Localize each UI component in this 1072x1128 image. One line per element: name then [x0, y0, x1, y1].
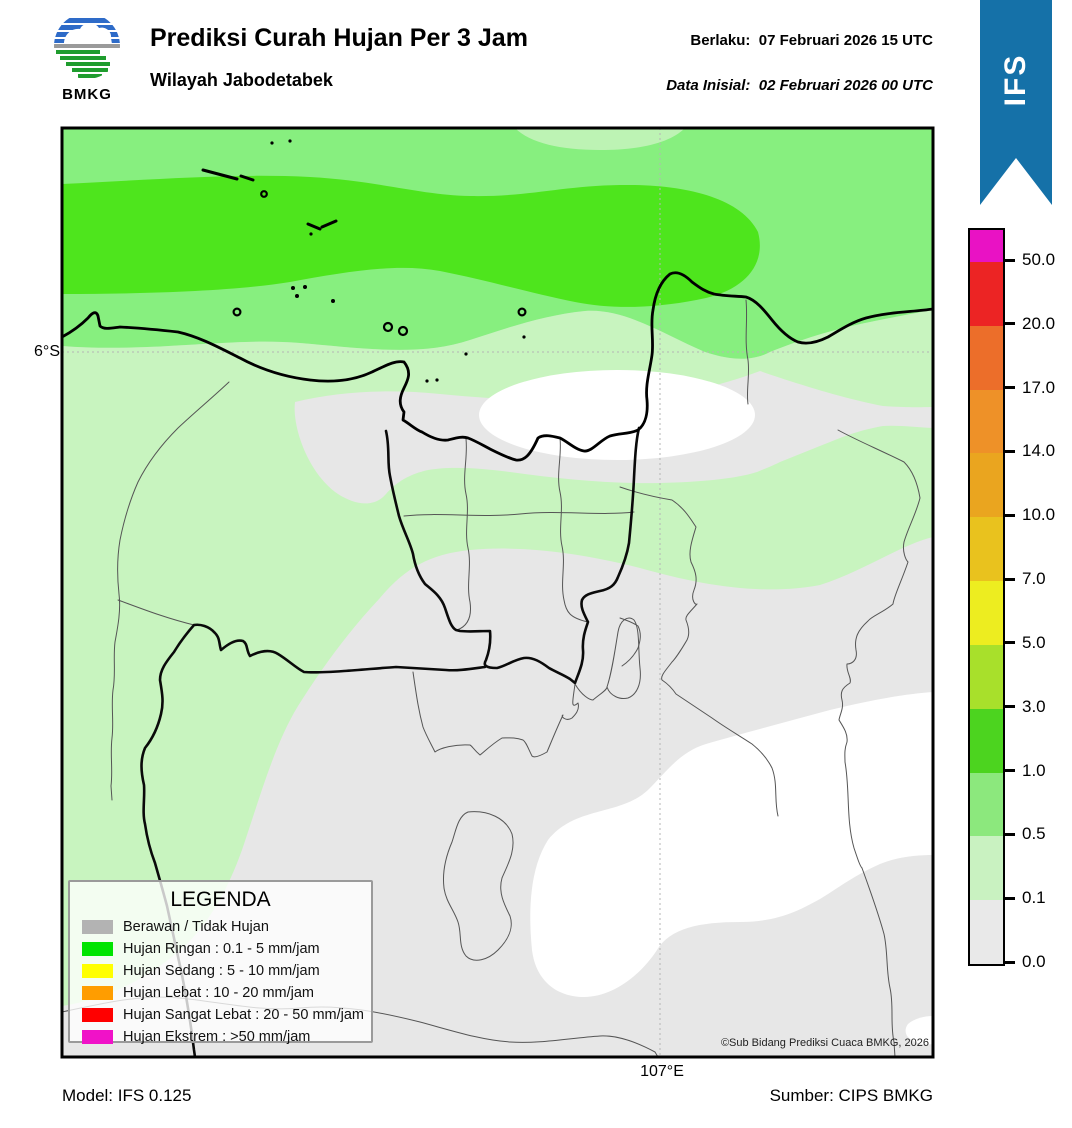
region-boundaries-thick	[140, 426, 641, 1057]
legend-row: Hujan Sangat Lebat : 20 - 50 mm/jam	[70, 1004, 371, 1026]
colorbar-tick-label: 0.1	[1022, 888, 1046, 908]
colorbar-segment	[970, 772, 1003, 837]
colorbar-tick	[1003, 577, 1015, 581]
graticule	[62, 128, 933, 1057]
page-subtitle: Wilayah Jabodetabek	[150, 70, 333, 90]
colorbar-segment	[970, 900, 1003, 964]
legend-swatch	[82, 920, 113, 934]
page-title: Prediksi Curah Hujan Per 3 Jam	[150, 24, 528, 52]
colorbar-segment	[970, 389, 1003, 454]
model-ribbon	[980, 0, 1052, 205]
fill-rain-band-bright	[62, 175, 760, 307]
legend-row: Hujan Lebat : 10 - 20 mm/jam	[70, 982, 371, 1004]
colorbar-tick-label: 1.0	[1022, 760, 1046, 780]
colorbar	[968, 228, 1005, 966]
colorbar-tick-label: 10.0	[1022, 505, 1056, 525]
outer-boundary	[140, 623, 487, 1057]
legend-swatch	[82, 986, 113, 1000]
legend-swatch	[82, 942, 113, 956]
colorbar-tick-label: 50.0	[1022, 250, 1056, 269]
colorbar-segment	[970, 453, 1003, 518]
colorbar-tick	[1003, 641, 1015, 645]
fill-white-bottom-blob	[530, 692, 933, 997]
colorbar-segment	[970, 325, 1003, 390]
legend-title: LEGENDA	[170, 888, 271, 911]
valid-time-value: 07 Februari 2026 15 UTC	[758, 32, 933, 49]
colorbar-segment	[970, 708, 1003, 773]
colorbar-tick	[1003, 386, 1015, 390]
colorbar-tick	[1003, 449, 1015, 453]
legend-label: Hujan Sedang : 5 - 10 mm/jam	[123, 963, 320, 979]
colorbar-segment	[970, 644, 1003, 709]
legend-row: Hujan Ringan : 0.1 - 5 mm/jam	[70, 938, 371, 960]
colorbar-segment	[970, 230, 1003, 262]
jakarta-outline	[384, 426, 641, 685]
colorbar-tick-label: 20.0	[1022, 313, 1056, 333]
copyright-text: ©Sub Bidang Prediksi Cuaca BMKG, 2026	[720, 1037, 929, 1049]
legend-label: Berawan / Tidak Hujan	[123, 919, 269, 935]
colorbar-segment	[970, 517, 1003, 582]
colorbar-tick	[1003, 896, 1015, 900]
map-frame	[60, 126, 935, 1059]
legend-label: Hujan Sangat Lebat : 20 - 50 mm/jam	[123, 1007, 364, 1023]
colorbar-tick-label: 14.0	[1022, 441, 1056, 461]
colorbar-tick	[1003, 705, 1015, 709]
map-legend: LEGENDA Berawan / Tidak Hujan Hujan Ringa…	[68, 880, 373, 1045]
colorbar-tick-label: 7.0	[1022, 569, 1046, 589]
legend-label: Hujan Ringan : 0.1 - 5 mm/jam	[123, 941, 320, 957]
init-time-value: 02 Februari 2026 00 UTC	[758, 77, 933, 94]
valid-time-line: Berlaku: 07 Februari 2026 15 UTC	[690, 32, 933, 49]
colorbar-tick-label: 0.5	[1022, 824, 1046, 844]
latitude-label: 6°S	[34, 343, 60, 360]
colorbar-tick	[1003, 960, 1015, 964]
legend-rows: Berawan / Tidak Hujan Hujan Ringan : 0.1 …	[70, 916, 371, 1048]
bmkg-logo-icon	[54, 13, 120, 79]
init-time-line: Data Inisial: 02 Februari 2026 00 UTC	[666, 77, 933, 94]
legend-row: Hujan Ekstrem : >50 mm/jam	[70, 1026, 371, 1048]
footer-model-text: Model: IFS 0.125	[62, 1086, 192, 1105]
colorbar-segment	[970, 262, 1003, 326]
map-fill-layers	[62, 128, 933, 1057]
colorbar-tick-label: 5.0	[1022, 632, 1046, 652]
colorbar-tick	[1003, 322, 1015, 326]
init-time-label: Data Inisial:	[666, 77, 751, 94]
fill-drizzle-swath	[62, 310, 933, 1006]
colorbar-tick-label: 3.0	[1022, 696, 1046, 716]
colorbar-segment	[970, 836, 1003, 901]
legend-label: Hujan Ekstrem : >50 mm/jam	[123, 1029, 311, 1045]
islands	[201, 139, 527, 383]
legend-row: Berawan / Tidak Hujan	[70, 916, 371, 938]
colorbar-tick-label: 0.0	[1022, 952, 1046, 971]
colorbar-tick	[1003, 513, 1015, 517]
colorbar-tick	[1003, 769, 1015, 773]
coastline	[62, 271, 933, 462]
colorbar-tick	[1003, 832, 1015, 836]
legend-swatch	[82, 1030, 113, 1044]
legend-swatch	[82, 964, 113, 978]
legend-row: Hujan Sedang : 5 - 10 mm/jam	[70, 960, 371, 982]
longitude-label: 107°E	[640, 1063, 684, 1080]
colorbar-segment	[970, 581, 1003, 645]
valid-time-label: Berlaku:	[690, 32, 751, 49]
colorbar-tick-label: 17.0	[1022, 377, 1056, 397]
admin-boundaries-thin	[62, 299, 921, 1057]
fill-white-coastal	[479, 370, 755, 460]
colorbar-tick	[1003, 258, 1015, 262]
logo-caption: BMKG	[62, 86, 112, 103]
fill-white-corner	[905, 1016, 933, 1045]
fill-top-blip	[515, 128, 685, 150]
legend-label: Hujan Lebat : 10 - 20 mm/jam	[123, 985, 315, 1001]
footer-source-text: Sumber: CIPS BMKG	[769, 1086, 933, 1105]
legend-swatch	[82, 1008, 113, 1022]
